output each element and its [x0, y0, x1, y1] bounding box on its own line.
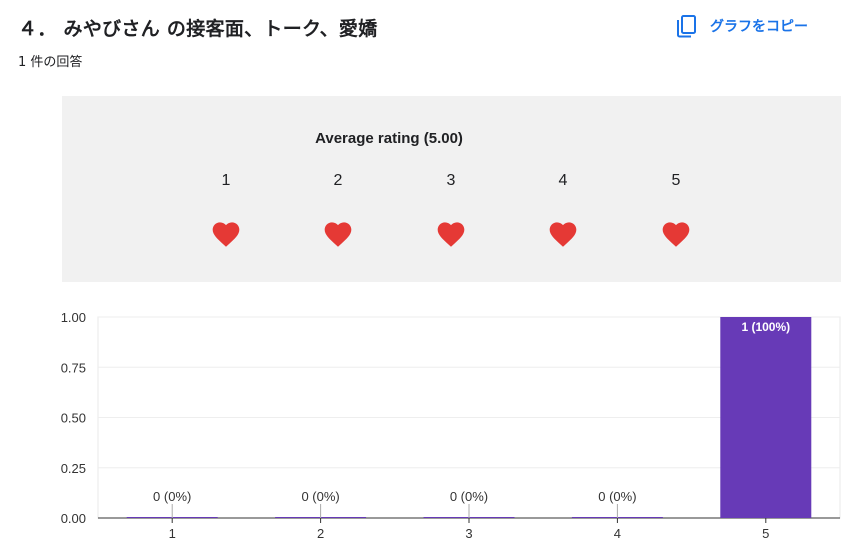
y-tick-label: 1.00 — [61, 310, 86, 325]
data-label: 0 (0%) — [598, 489, 636, 504]
y-tick-label: 0.75 — [61, 360, 86, 375]
rating-option-2: 2 — [318, 172, 358, 190]
rating-number: 1 — [221, 172, 231, 189]
rating-number: 4 — [558, 172, 568, 189]
y-tick-label: 0.00 — [61, 511, 86, 526]
data-label: 0 (0%) — [450, 489, 488, 504]
heart-icon — [212, 222, 240, 247]
heart-icon — [549, 222, 577, 247]
x-tick-label: 5 — [762, 526, 769, 541]
y-tick-label: 0.50 — [61, 411, 86, 426]
copy-icon — [677, 15, 696, 38]
bar-5 — [720, 317, 812, 518]
rating-option-1: 1 — [206, 172, 246, 190]
y-tick-label: 0.25 — [61, 461, 86, 476]
rating-number: 3 — [446, 172, 456, 189]
x-tick-label: 4 — [614, 526, 621, 541]
rating-option-3: 3 — [431, 172, 471, 190]
rating-panel — [62, 96, 841, 282]
x-tick-label: 3 — [465, 526, 472, 541]
response-count: 1 件の回答 — [18, 55, 83, 70]
x-tick-label: 1 — [169, 526, 176, 541]
rating-option-5: 5 — [656, 172, 696, 190]
rating-option-4: 4 — [543, 172, 583, 190]
data-label: 0 (0%) — [301, 489, 339, 504]
bar-chart: 0.00 0.25 0.50 0.75 1.00 0 (0%) 1 0 (0%) 2 0 (0%)… — [61, 310, 841, 541]
data-label: 0 (0%) — [153, 489, 191, 504]
x-tick-label: 2 — [317, 526, 324, 541]
rating-number: 2 — [333, 172, 343, 189]
average-rating-title: Average rating (5.00) — [315, 130, 463, 147]
heart-icon — [662, 222, 690, 247]
data-label: 1 (100%) — [741, 320, 790, 334]
copy-graph-label: グラフをコピー — [710, 19, 808, 35]
copy-graph-button[interactable]: グラフをコピー — [676, 12, 808, 40]
question-title: ４． みやびさん の接客面、トーク、愛嬌 — [18, 18, 378, 40]
heart-icon — [437, 222, 465, 247]
rating-number: 5 — [671, 172, 681, 189]
heart-icon — [324, 222, 352, 247]
